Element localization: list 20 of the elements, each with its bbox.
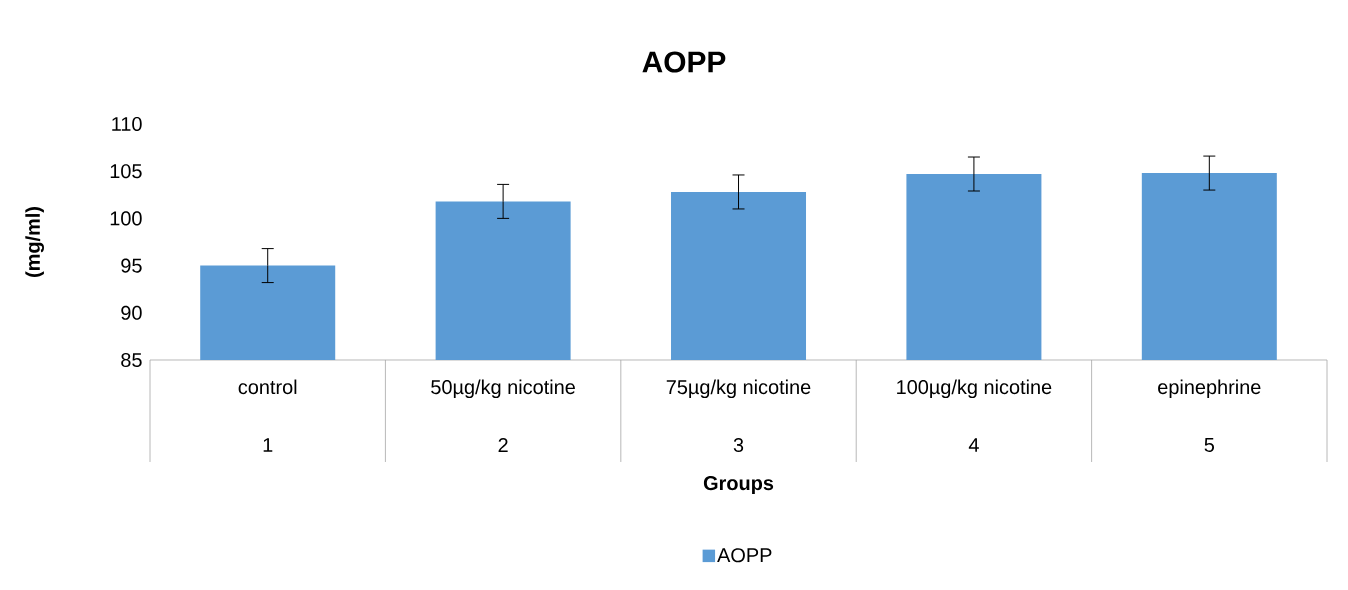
text: 1 xyxy=(263,438,273,452)
x-tick-label: 75µg/kg nicotine xyxy=(666,379,811,399)
text: 5 xyxy=(1204,438,1215,452)
x-tick-label: epinephrine xyxy=(1158,379,1261,399)
y-tick-label: 110 xyxy=(112,116,142,132)
y-tick-label: 95 xyxy=(121,258,142,273)
x-tick-label: 100µg/kg nicotine xyxy=(897,379,1052,399)
y-tick-label: 90 xyxy=(121,305,142,320)
legend-label: AOPP xyxy=(717,548,772,563)
y-tick-label: 85 xyxy=(121,352,142,368)
chart-title: AOPP xyxy=(642,51,726,73)
y-tick-label: 105 xyxy=(110,164,142,179)
text: 4 xyxy=(968,438,979,452)
y-axis-title: (mg/ml) xyxy=(25,207,44,277)
x-axis-title: Groups xyxy=(703,476,774,495)
y-tick-label: 100 xyxy=(110,211,142,226)
text: 3 xyxy=(733,437,744,453)
text: 2 xyxy=(498,438,508,452)
x-tick-label: control xyxy=(238,379,297,395)
x-tick-label: 50µg/kg nicotine xyxy=(431,379,575,399)
